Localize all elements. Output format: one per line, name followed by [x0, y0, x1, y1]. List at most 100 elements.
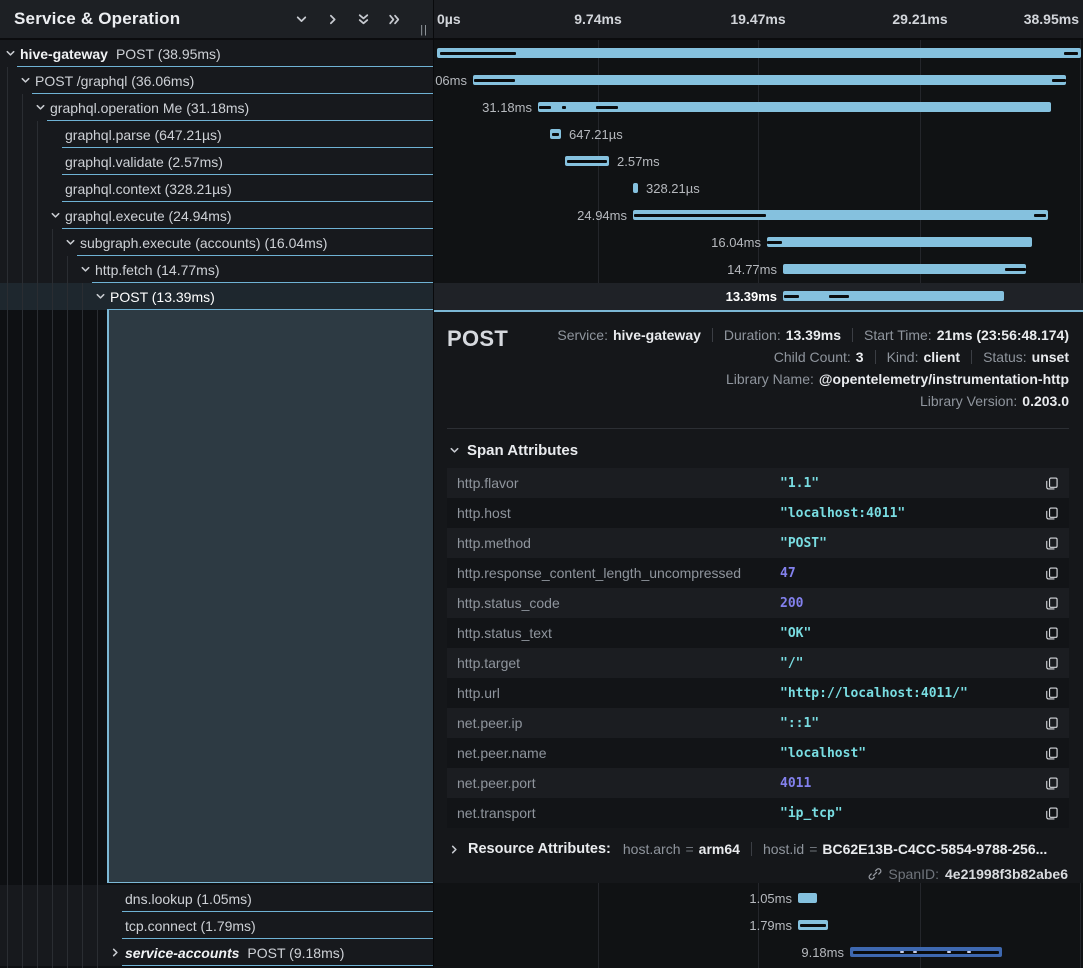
copy-icon[interactable] [1039, 716, 1059, 731]
span-duration-label: 16.04ms [711, 235, 761, 250]
chevron-icon[interactable] [50, 209, 65, 223]
span-duration-label: 36.06ms [434, 73, 467, 88]
copy-icon[interactable] [1039, 596, 1059, 611]
span-attributes-header[interactable]: Span Attributes [449, 442, 1069, 459]
attribute-value: "POST" [780, 536, 1039, 551]
copy-icon[interactable] [1039, 746, 1059, 761]
child-span-mark [800, 924, 826, 927]
child-span-mark [853, 951, 999, 954]
span-row[interactable]: graphql.context (328.21µs) [0, 175, 433, 202]
copy-icon[interactable] [1039, 536, 1059, 551]
double-chevron-right-icon[interactable] [387, 12, 401, 26]
axis-tick-label: 19.47ms [730, 11, 785, 27]
span-tree-panel: Service & Operation || hive-gateway POST [0, 0, 433, 968]
detail-meta-line: Library Name:@opentelemetry/instrumentat… [726, 368, 1069, 390]
chevron-icon [50, 155, 65, 169]
indent-guide [52, 229, 53, 968]
span-row[interactable]: graphql.parse (647.21µs) [0, 121, 433, 148]
meta-value: client [923, 349, 960, 365]
axis-tick-label: 29.21ms [892, 11, 947, 27]
timeline-row: 1.79ms [434, 912, 1083, 939]
span-operation-name: tcp.connect (1.79ms) [125, 918, 256, 934]
attribute-row: net.transport "ip_tcp" [447, 798, 1069, 828]
span-row[interactable]: tcp.connect (1.79ms) [0, 912, 433, 939]
child-span-mark [767, 241, 782, 244]
span-row[interactable]: dns.lookup (1.05ms) [0, 885, 433, 912]
span-duration-label: 1.05ms [749, 891, 792, 906]
copy-icon[interactable] [1039, 686, 1059, 701]
attribute-key: http.method [457, 535, 780, 551]
span-bar[interactable] [565, 156, 609, 166]
log-dot [947, 951, 951, 953]
resource-attributes-pairs: host.arch=arm64host.id=BC62E13B-C4CC-585… [623, 841, 1047, 857]
span-bar[interactable] [798, 893, 817, 903]
timeline-row: 24.94ms [434, 202, 1083, 229]
panel-resize-handle[interactable]: || [420, 24, 428, 36]
span-bar[interactable] [767, 237, 1032, 247]
attribute-row: http.host "localhost:4011" [447, 498, 1069, 528]
span-bar[interactable] [550, 129, 561, 139]
span-operation-name: http.fetch (14.77ms) [95, 262, 220, 278]
chevron-icon [50, 182, 65, 196]
chevron-icon[interactable] [95, 290, 110, 304]
span-row[interactable]: service-accounts POST (9.18ms) [0, 939, 433, 966]
axis-tick-label: 9.74ms [574, 11, 621, 27]
chevron-icon[interactable] [20, 74, 35, 88]
chevron-icon[interactable] [80, 263, 95, 277]
child-span-mark [1005, 268, 1026, 271]
span-bar[interactable] [633, 183, 638, 193]
resource-key: host.id [763, 841, 804, 857]
chevron-down-icon[interactable] [294, 12, 308, 26]
tree-panel-title: Service & Operation [14, 9, 180, 29]
copy-icon[interactable] [1039, 776, 1059, 791]
axis-tick-label: 38.95ms [1024, 11, 1079, 27]
span-row[interactable]: POST /graphql (36.06ms) [0, 67, 433, 94]
span-row[interactable]: graphql.operation Me (31.18ms) [0, 94, 433, 121]
span-duration-label: 13.39ms [726, 289, 777, 304]
span-bar[interactable] [473, 75, 1066, 85]
span-attributes-table: http.flavor "1.1" http.host "localhost:4… [447, 468, 1069, 828]
attribute-key: net.peer.name [457, 745, 780, 761]
span-duration-label: 1.79ms [749, 918, 792, 933]
span-row[interactable]: http.fetch (14.77ms) [0, 256, 433, 283]
chevron-icon[interactable] [65, 236, 80, 250]
indent-guide [37, 121, 38, 968]
copy-icon[interactable] [1039, 476, 1059, 491]
span-bar[interactable] [783, 291, 1004, 301]
span-service-name: service-accounts [125, 945, 239, 961]
span-row[interactable]: graphql.execute (24.94ms) [0, 202, 433, 229]
child-span-mark [567, 160, 607, 163]
selected-span-detail-backdrop [107, 310, 433, 883]
attribute-key: net.peer.ip [457, 715, 780, 731]
child-span-mark [552, 133, 559, 136]
span-row[interactable]: subgraph.execute (accounts) (16.04ms) [0, 229, 433, 256]
span-duration-label: 328.21µs [646, 181, 700, 196]
span-bar[interactable] [437, 48, 1081, 58]
chevron-icon[interactable] [35, 101, 50, 115]
attribute-key: http.target [457, 655, 780, 671]
span-row[interactable]: graphql.validate (2.57ms) [0, 148, 433, 175]
copy-icon[interactable] [1039, 656, 1059, 671]
resource-attributes-row[interactable]: Resource Attributes: host.arch=arm64host… [449, 841, 1069, 857]
copy-icon[interactable] [1039, 806, 1059, 821]
span-row[interactable]: POST (13.39ms) [0, 283, 433, 310]
copy-icon[interactable] [1039, 566, 1059, 581]
span-bar[interactable] [783, 264, 1026, 274]
span-row[interactable]: hive-gateway POST (38.95ms) [0, 40, 433, 67]
double-chevron-down-icon[interactable] [356, 12, 370, 26]
chevron-icon[interactable] [5, 47, 20, 61]
span-bar[interactable] [798, 920, 828, 930]
span-bar[interactable] [538, 102, 1051, 112]
span-bar[interactable] [633, 210, 1048, 220]
chevron-right-icon[interactable] [325, 12, 339, 26]
attribute-row: http.status_code 200 [447, 588, 1069, 618]
panel-divider[interactable] [433, 0, 434, 968]
span-bar[interactable] [850, 947, 1002, 957]
meta-label: Library Version: [920, 393, 1017, 409]
span-operation-name: POST (13.39ms) [110, 289, 215, 305]
indent-guide [97, 310, 98, 968]
chevron-icon[interactable] [110, 946, 125, 960]
link-icon[interactable] [868, 867, 882, 881]
copy-icon[interactable] [1039, 626, 1059, 641]
copy-icon[interactable] [1039, 506, 1059, 521]
